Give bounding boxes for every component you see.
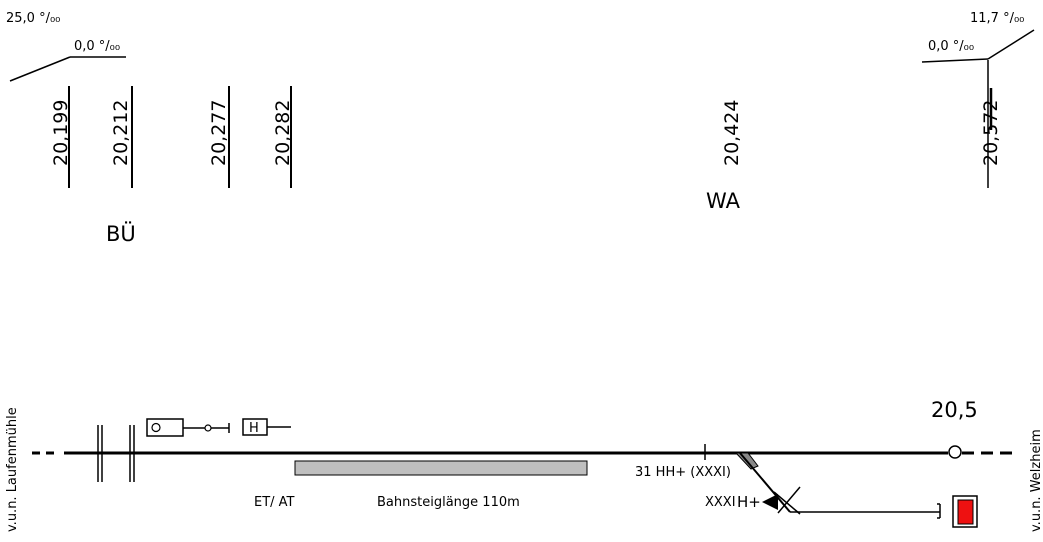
gradient-left-outer-label: 25,0 °/₀₀	[6, 11, 60, 26]
gradient-right-slope-line	[987, 29, 1035, 60]
h-sign-icon: H	[242, 418, 291, 436]
buffer-stop	[937, 495, 978, 528]
km-mark-20199: 20,199	[50, 86, 72, 188]
switch-31-label: 31 HH+ (XXXI)	[635, 465, 731, 480]
km-mark-20572: 20,572	[980, 60, 1002, 188]
h-plus-label: H+	[737, 493, 761, 511]
platform	[294, 460, 588, 476]
gradient-right: 11,7 °/₀₀ 0,0 °/₀₀	[921, 11, 1035, 63]
km-mark-label: 20,572	[980, 100, 1002, 166]
km-post-circle	[948, 445, 962, 459]
platform-length-label: Bahnsteiglänge 110m	[377, 495, 520, 510]
gradient-left-slope-line	[9, 56, 71, 82]
direction-left-label: v.u.n. Laufenmühle	[5, 407, 20, 532]
km-mark-label: 20,424	[721, 100, 743, 166]
km-mark-20282: 20,282	[272, 86, 294, 188]
km-mark-20424: 20,424	[721, 100, 743, 166]
derailer-cross	[777, 486, 801, 514]
main-signal-icon	[146, 418, 230, 437]
gradient-right-outer-label: 11,7 °/₀₀	[970, 11, 1024, 26]
h-sign-label: H	[249, 421, 259, 436]
gradient-right-inner-label: 0,0 °/₀₀	[928, 39, 974, 54]
km-post: 20,5	[931, 398, 978, 459]
wa-label: WA	[706, 189, 741, 213]
siding-diagonal	[739, 452, 791, 513]
signal-lamp	[151, 422, 161, 433]
gradient-right-flat-line	[921, 58, 989, 63]
km-mark-label: 20,199	[50, 100, 72, 166]
h-plus-arrow-icon	[762, 494, 778, 510]
km-mark-20212: 20,212	[110, 86, 133, 188]
gradient-left: 25,0 °/₀₀ 0,0 °/₀₀	[6, 11, 126, 82]
km-mark-label: 20,282	[272, 100, 294, 166]
signal-ring	[204, 424, 212, 432]
buffer-stop-block	[957, 499, 974, 525]
platform-type-label: ET/ AT	[254, 495, 295, 510]
km-mark-label: 20,277	[208, 100, 230, 166]
gradient-left-inner-label: 0,0 °/₀₀	[74, 39, 120, 54]
km-mark-20277: 20,277	[208, 86, 230, 188]
level-crossing-symbol	[97, 425, 135, 482]
level-crossing-label: BÜ	[106, 221, 136, 246]
km-post-label: 20,5	[931, 398, 978, 422]
switch-31: 31 HH+ (XXXI) XXXI H+	[635, 444, 940, 515]
direction-right-label: v.u.n. Welzheim	[1029, 429, 1043, 532]
switch-xxxi-label: XXXI	[705, 495, 736, 510]
km-mark-label: 20,212	[110, 100, 132, 166]
